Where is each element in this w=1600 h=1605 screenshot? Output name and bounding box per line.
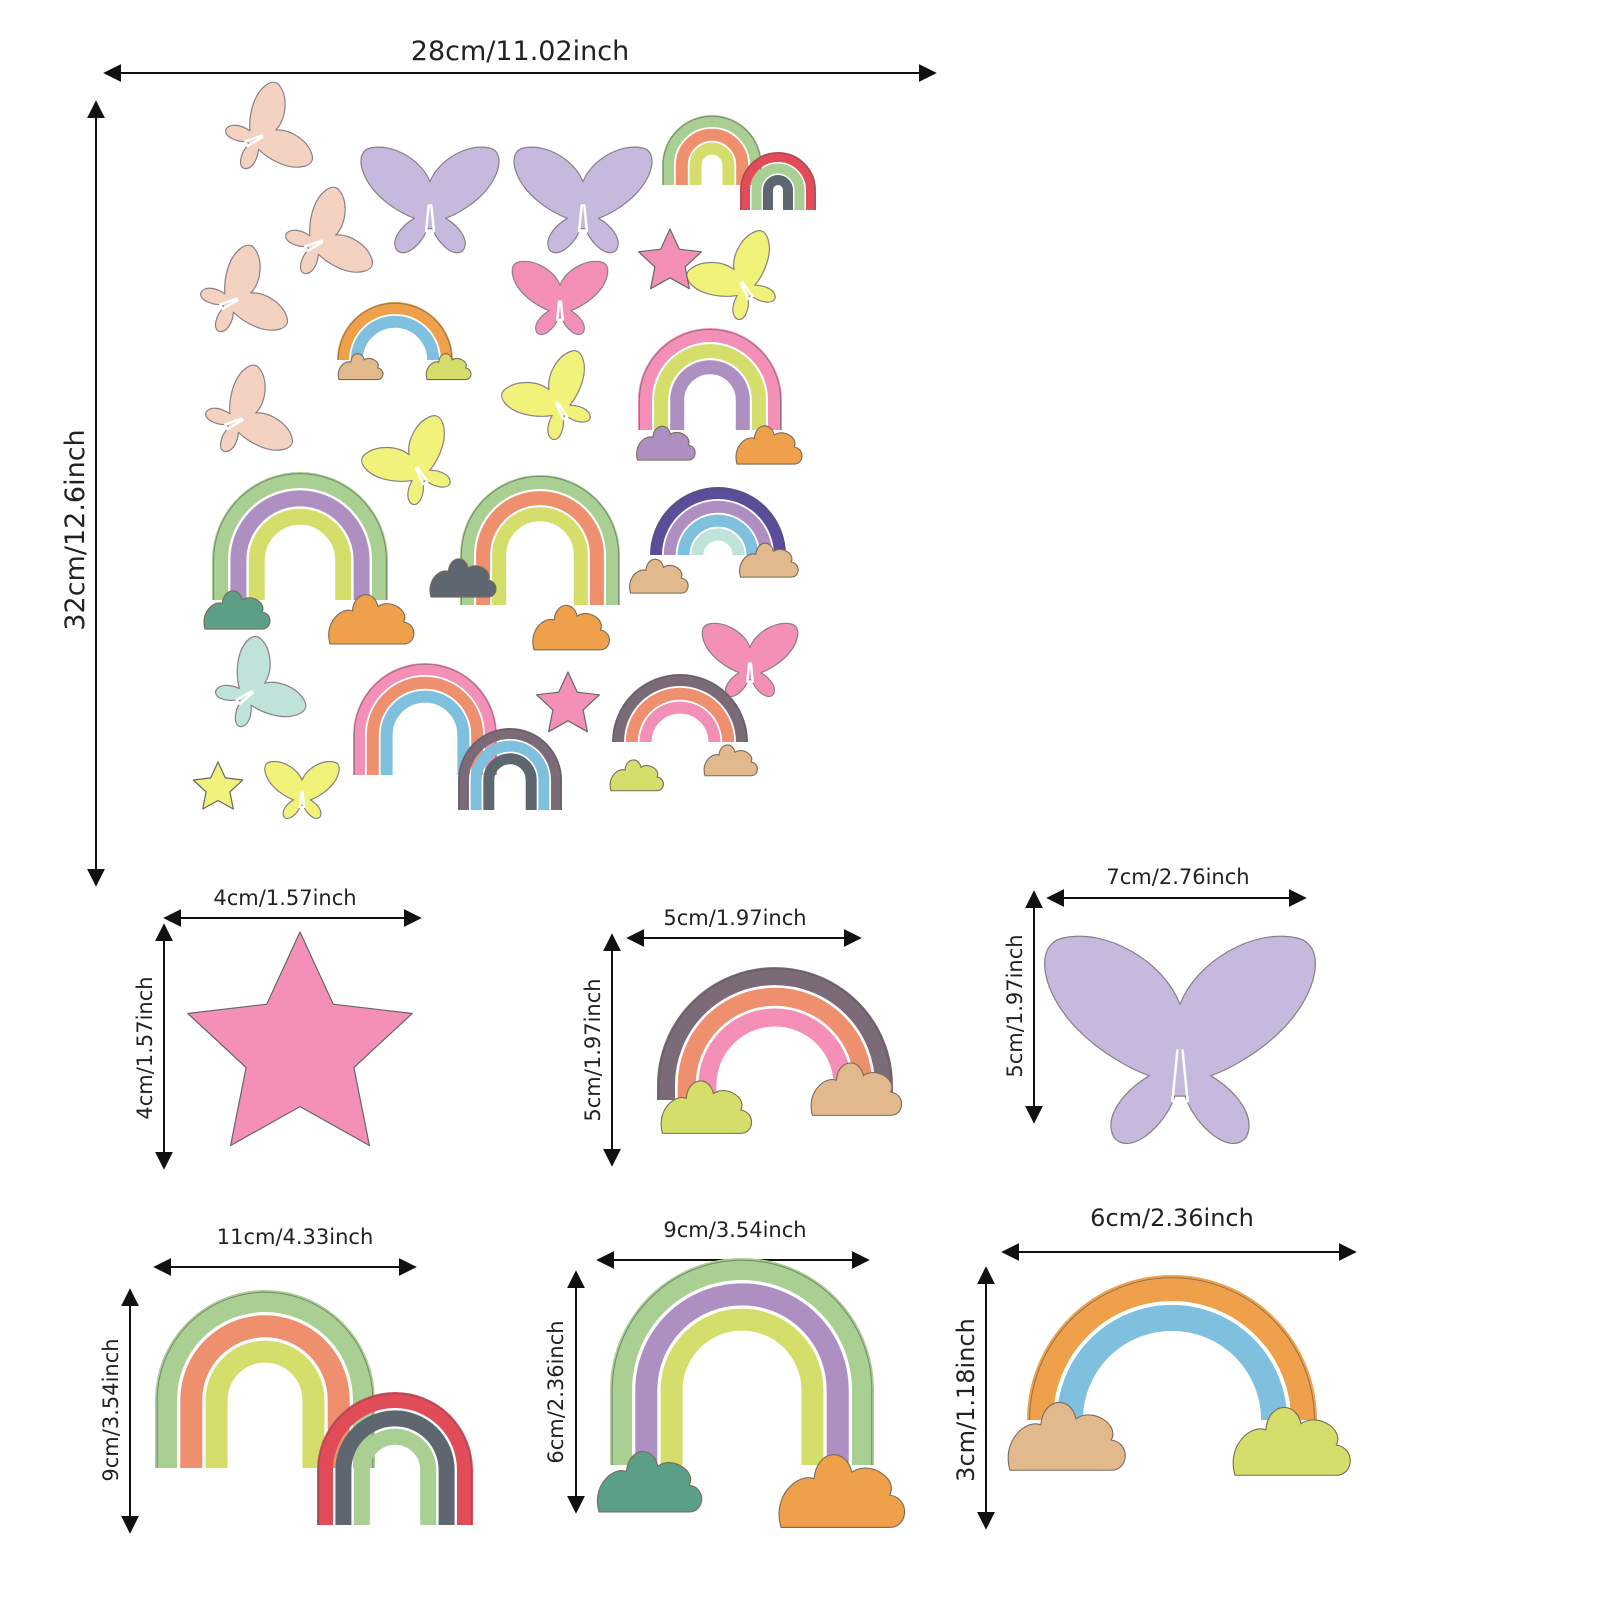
butterfly-peach-1 bbox=[225, 81, 313, 170]
double-rainbow-red bbox=[317, 1392, 473, 1525]
butterfly-yellow-3 bbox=[361, 415, 451, 506]
butterfly-lavender-1 bbox=[360, 146, 500, 254]
detail-star: 4cm/1.57inch 4cm/1.57inch bbox=[133, 886, 422, 1170]
cloud-rainbow-height-label: 6cm/2.36inch bbox=[544, 1320, 568, 1463]
detail-cloud-rainbow: 9cm/3.54inch 6cm/2.36inch bbox=[544, 1218, 870, 1514]
cloud-rainbow-arcs bbox=[610, 1258, 874, 1465]
cloud-tan-1 bbox=[629, 558, 689, 594]
small-rainbow-sticker-large bbox=[657, 967, 903, 1134]
small-rainbow-cloud-tan bbox=[810, 1062, 903, 1116]
butterfly-yellow-2 bbox=[501, 350, 591, 441]
star-yellow-1 bbox=[192, 761, 244, 810]
sheet-width-label: 28cm/11.02inch bbox=[411, 36, 629, 67]
cloud-slate bbox=[429, 558, 497, 598]
detail-wide-rainbow: 6cm/2.36inch 3cm/1.18inch bbox=[952, 1204, 1357, 1530]
cloud-lime-2 bbox=[609, 759, 664, 792]
butterfly-peach-3 bbox=[200, 244, 288, 333]
double-rainbow-sticker-large bbox=[155, 1290, 473, 1525]
double-rainbow-green bbox=[155, 1290, 375, 1468]
sheet-height-dimension: 32cm/12.6inch bbox=[60, 100, 105, 887]
cloud-orange-2 bbox=[328, 594, 415, 645]
butterfly-large bbox=[1043, 935, 1317, 1144]
detail-small-rainbow: 5cm/1.97inch 5cm/1.97inch bbox=[581, 906, 862, 1167]
butterfly-yellow-1 bbox=[686, 230, 776, 321]
butterfly-height-label: 5cm/1.97inch bbox=[1003, 934, 1027, 1077]
detail-double-rainbow: 11cm/4.33inch 9cm/3.54inch bbox=[99, 1225, 417, 1534]
cloud-lime-small bbox=[425, 353, 472, 381]
rainbow-top-green bbox=[662, 115, 762, 185]
wide-rainbow-cloud-tan bbox=[1007, 1401, 1126, 1471]
star-sticker-large bbox=[187, 931, 413, 1147]
wide-rainbow-width-label: 6cm/2.36inch bbox=[1090, 1204, 1254, 1232]
cloud-rainbow-width-label: 9cm/3.54inch bbox=[663, 1218, 806, 1242]
star-pink-2 bbox=[536, 671, 600, 733]
rainbow-top-red bbox=[740, 152, 816, 210]
sticker-sheet bbox=[192, 81, 816, 819]
wide-rainbow-cloud-lime bbox=[1232, 1406, 1351, 1476]
star-width-label: 4cm/1.57inch bbox=[213, 886, 356, 910]
cloud-tan-small bbox=[337, 353, 384, 381]
wide-rainbow-height-label: 3cm/1.18inch bbox=[952, 1318, 980, 1482]
double-rainbow-height-label: 9cm/3.54inch bbox=[99, 1338, 123, 1481]
small-rainbow-arcs bbox=[657, 967, 893, 1100]
rainbow-green-big bbox=[212, 472, 388, 600]
small-rainbow-height-label: 5cm/1.97inch bbox=[581, 978, 605, 1121]
sheet-height-label: 32cm/12.6inch bbox=[60, 429, 91, 630]
wide-rainbow-sticker-large bbox=[1007, 1275, 1351, 1476]
rainbow-pink-arch bbox=[638, 328, 782, 430]
cloud-rainbow-sticker-large bbox=[596, 1258, 906, 1528]
rainbow-orange-small bbox=[337, 302, 453, 361]
small-rainbow-width-label: 5cm/1.97inch bbox=[663, 906, 806, 930]
cloud-rainbow-teal bbox=[596, 1450, 703, 1513]
rainbow-mauve-bottom bbox=[458, 728, 562, 810]
cloud-teal bbox=[203, 590, 271, 630]
rainbow-pink-bottom bbox=[353, 663, 497, 775]
cloud-tan-2 bbox=[739, 542, 799, 578]
sheet-width-dimension: 28cm/11.02inch bbox=[103, 36, 937, 82]
star-large bbox=[187, 931, 413, 1147]
rainbow-navy bbox=[650, 487, 786, 556]
butterfly-pink-2 bbox=[701, 622, 799, 698]
rainbow-mauve-right bbox=[612, 674, 748, 743]
star-height-label: 4cm/1.57inch bbox=[133, 976, 157, 1119]
butterfly-width-label: 7cm/2.76inch bbox=[1106, 865, 1249, 889]
rainbow-green-mid bbox=[460, 475, 620, 605]
butterfly-peach-2 bbox=[285, 186, 373, 275]
star-pink-1 bbox=[638, 228, 702, 290]
butterfly-peach-4 bbox=[205, 364, 293, 453]
butterfly-yellow-4 bbox=[264, 760, 340, 819]
butterfly-sticker-large bbox=[1043, 935, 1317, 1144]
cloud-purple bbox=[636, 425, 696, 461]
cloud-orange-3 bbox=[532, 604, 610, 651]
double-rainbow-width-label: 11cm/4.33inch bbox=[217, 1225, 374, 1249]
butterfly-lavender-2 bbox=[513, 146, 653, 254]
cloud-rainbow-orange bbox=[778, 1454, 906, 1528]
wide-rainbow-arcs bbox=[1027, 1275, 1317, 1421]
cloud-orange-1 bbox=[735, 425, 803, 465]
small-rainbow-cloud-lime bbox=[660, 1080, 753, 1134]
cloud-tan-3 bbox=[703, 744, 758, 777]
butterfly-mint-1 bbox=[215, 636, 307, 728]
detail-butterfly: 7cm/2.76inch 5cm/1.97inch bbox=[1003, 865, 1307, 1124]
butterfly-pink-1 bbox=[511, 260, 609, 336]
